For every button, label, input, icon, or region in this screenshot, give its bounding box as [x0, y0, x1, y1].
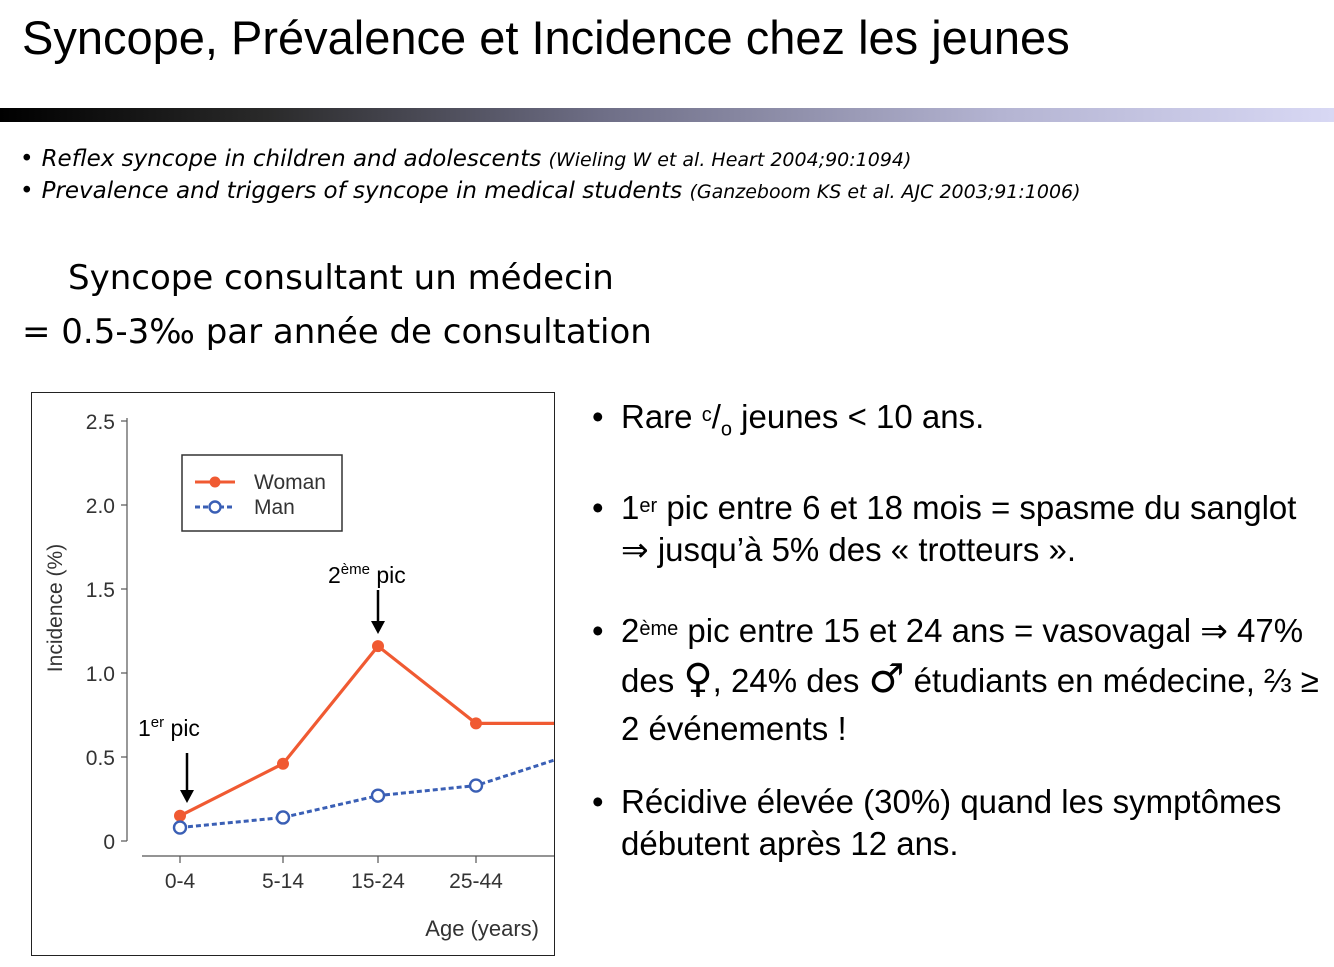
- consultation-line-2: = 0.5-3‰ par année de consultation: [22, 312, 652, 352]
- annotation-first-peak-num: 1: [138, 715, 151, 741]
- point-woman-0-4: [174, 809, 186, 822]
- reference-2-citation: (Ganzeboom KS et al. AJC 2003;91:1006): [689, 181, 1081, 203]
- legend-box: [181, 454, 343, 532]
- annotation-first-peak: 1er pic: [138, 714, 200, 803]
- legend-man-label: Man: [254, 496, 295, 519]
- consultation-line-1: Syncope consultant un médecin: [68, 258, 614, 298]
- male-symbol-icon: ♂: [868, 655, 905, 702]
- legend-woman-marker: [209, 476, 221, 488]
- y-tick-label: 0.5: [86, 747, 115, 770]
- female-symbol-icon: ♀: [683, 655, 713, 702]
- bullet-rare-pre: Rare: [621, 398, 702, 435]
- point-woman-25-44: [470, 717, 482, 730]
- legend: Woman Man: [181, 454, 343, 532]
- bullet-rare-slash: /: [711, 398, 721, 435]
- annotation-second-peak-text: 2ème pic: [328, 561, 406, 588]
- point-woman-5-14: [277, 757, 289, 770]
- bullet-rare-sub: o: [720, 418, 732, 441]
- bullet-second-peak-num: 2: [621, 611, 640, 649]
- reference-bullet-2: •: [20, 178, 34, 204]
- y-ticks: 0 0.5 1.0 1.5 2.0 2.5: [86, 411, 127, 854]
- point-man-0-4: [172, 820, 188, 835]
- y-axis-label: Incidence (%): [44, 544, 67, 672]
- x-tick-label: 25-44: [449, 870, 503, 893]
- y-tick-label: 1.5: [86, 579, 115, 602]
- reference-2-text: Prevalence and triggers of syncope in me…: [41, 178, 683, 204]
- point-man-15-24: [370, 788, 386, 803]
- bullet-first-peak-sup: er: [639, 494, 658, 517]
- bullet-rare-sup: c: [701, 404, 712, 426]
- bullet-second-peak-text2: , 24% des: [712, 661, 869, 699]
- y-tick-label: 2.0: [86, 495, 115, 518]
- reference-1-text: Reflex syncope in children and adolescen…: [41, 146, 542, 172]
- annotation-first-peak-text: 1er pic: [138, 714, 200, 741]
- series-group: [172, 640, 554, 835]
- slide-title: Syncope, Prévalence et Incidence chez le…: [22, 11, 1070, 64]
- annotation-first-peak-sup: er: [151, 714, 164, 731]
- reference-2: • Prevalence and triggers of syncope in m…: [20, 176, 1081, 208]
- bullet-rare-post: jeunes < 10 ans.: [732, 398, 985, 435]
- bullet-first-peak: 1er pic entre 6 et 18 mois = spasme du s…: [590, 487, 1330, 571]
- title-gradient-bar: [0, 108, 1334, 122]
- point-man-25-44: [468, 778, 484, 793]
- x-tick-label: 0-4: [165, 870, 196, 893]
- annotation-second-peak-num: 2: [328, 562, 341, 588]
- y-tick-label: 1.0: [86, 663, 115, 686]
- reference-bullet-1: •: [20, 146, 34, 172]
- x-axis-label: Age (years): [425, 916, 539, 941]
- bullet-second-peak: 2ème pic entre 15 et 24 ans = vasovagal …: [590, 607, 1330, 753]
- y-tick-label: 0: [103, 831, 115, 854]
- references: • Reflex syncope in children and adolesce…: [20, 144, 1081, 208]
- point-man-5-14: [275, 810, 291, 825]
- x-tick-label: 15-24: [351, 870, 405, 893]
- bullet-second-peak-sup: ème: [639, 617, 679, 640]
- bullet-list: Rare c/o jeunes < 10 ans. 1er pic entre …: [590, 392, 1330, 865]
- annotation-second-peak-post: pic: [370, 562, 406, 588]
- bullet-first-peak-num: 1: [621, 488, 640, 526]
- series-line-man: [179, 758, 554, 830]
- bullet-first-peak-text: pic entre 6 et 18 mois = spasme du sangl…: [621, 488, 1297, 568]
- y-tick-label: 2.5: [86, 411, 115, 434]
- annotation-first-peak-arrowhead: [180, 790, 194, 803]
- x-tick-label: 5-14: [262, 870, 304, 893]
- annotation-second-peak-sup: ème: [341, 561, 370, 578]
- annotation-first-peak-post: pic: [164, 715, 200, 741]
- legend-man-marker: [208, 500, 222, 514]
- point-woman-15-24: [372, 640, 384, 653]
- bullet-recurrence: Récidive élevée (30%) quand les symptôme…: [590, 781, 1330, 865]
- series-line-woman: [179, 643, 554, 818]
- reference-1: • Reflex syncope in children and adolesce…: [20, 144, 1081, 176]
- bullet-second-peak-text3: étudiants en médecine, ⅔ ≥ 2 événements …: [621, 661, 1319, 747]
- annotation-second-peak-arrowhead: [371, 621, 385, 634]
- bullet-rare: Rare c/o jeunes < 10 ans.: [590, 396, 1330, 451]
- reference-1-citation: (Wieling W et al. Heart 2004;90:1094): [548, 149, 912, 171]
- legend-woman-label: Woman: [254, 471, 326, 494]
- annotation-second-peak: 2ème pic: [328, 561, 406, 634]
- bullet-second-peak-text1: pic entre 15 et 24 ans = vasovagal ⇒ 47%…: [621, 611, 1304, 699]
